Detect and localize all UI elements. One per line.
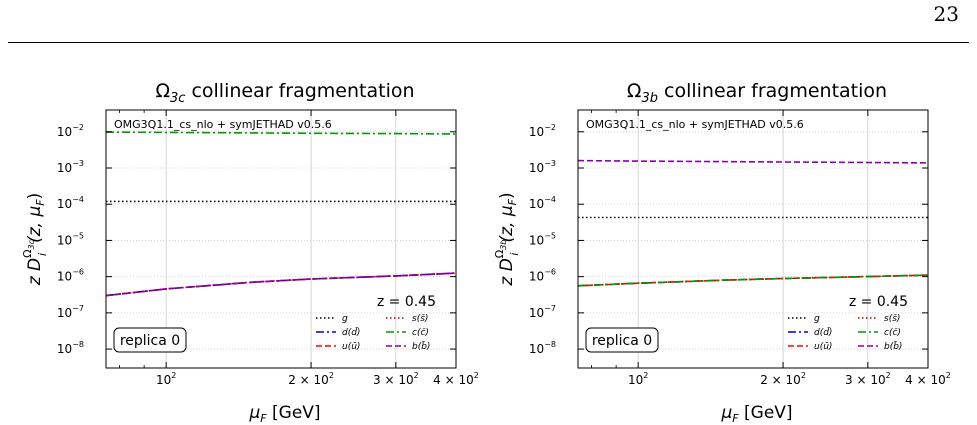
tick-label-y: 10−5 (529, 231, 556, 247)
tick-label-y: 10−4 (529, 195, 556, 211)
axis-label-y: z DΩ3ci(z, μF) (21, 193, 49, 287)
chart-title: Ω3c collinear fragmentation (155, 80, 414, 106)
tick-label-y: 10−7 (57, 304, 84, 320)
annotation-header: OMG3Q1.1_cs_nlo + symJETHAD v0.5.6 (114, 118, 332, 131)
header-rule (8, 42, 969, 43)
replica-box (585, 327, 659, 353)
legend-entry: s(s̄) (884, 314, 900, 324)
tick-label-y: 10−6 (529, 268, 556, 284)
legend-entry: b(b̄) (412, 340, 430, 352)
annotation-header: OMG3Q1.1_cs_nlo + symJETHAD v0.5.6 (586, 118, 804, 131)
legend-entry: c(c̄) (884, 328, 901, 338)
annotation-replica: replica 0 (592, 333, 652, 349)
chart-title: Ω3b collinear fragmentation (627, 80, 887, 106)
tick-label-y: 10−3 (57, 159, 84, 175)
legend-entry: c(c̄) (412, 328, 429, 338)
legend-entry: g (814, 314, 820, 324)
legend-entry: u(ū) (342, 342, 360, 352)
series-line-b (105, 272, 457, 297)
annotation-z: z = 0.45 (849, 294, 908, 310)
tick-label-y: 10−2 (57, 123, 84, 139)
legend-entry: d(d̄) (342, 326, 360, 338)
series-line-c (577, 274, 929, 287)
legend-entry: u(ū) (814, 342, 832, 352)
axis-label-y: z DΩ3bi(z, μF) (493, 192, 521, 286)
tick-label-y: 10−2 (529, 123, 556, 139)
axis-label-x: μF [GeV] (720, 403, 792, 425)
tick-label-y: 10−5 (57, 231, 84, 247)
legend-entry: d(d̄) (814, 326, 832, 338)
tick-label-x: 3 × 102 (373, 371, 419, 387)
tick-label-x: 3 × 102 (845, 371, 891, 387)
plot-frame (105, 109, 457, 369)
series-line-b (577, 159, 929, 164)
tick-label-x: 102 (628, 371, 648, 387)
tick-label-x: 2 × 102 (760, 371, 806, 387)
page-number: 23 (933, 2, 959, 26)
tick-label-x: 2 × 102 (288, 371, 334, 387)
tick-label-y: 10−7 (529, 304, 556, 320)
tick-label-y: 10−8 (57, 340, 84, 356)
chart-panel-1: Ω3c collinear fragmentation 102 2 × 102 3 ×… (21, 80, 479, 425)
tick-label-x: 4 × 102 (433, 371, 479, 387)
tick-label-y: 10−8 (529, 340, 556, 356)
chart-panel-2: Ω3b collinear fragmentation 102 2 × 102 3 ×… (493, 80, 951, 425)
tick-label-x: 102 (156, 371, 176, 387)
plot-frame (577, 109, 929, 369)
legend-entry: b(b̄) (884, 340, 902, 352)
legend-entry: s(s̄) (412, 314, 428, 324)
series-line-c (105, 131, 457, 135)
tick-label-y: 10−4 (57, 195, 84, 211)
legend-entry: g (342, 314, 348, 324)
annotation-z: z = 0.45 (377, 294, 436, 310)
tick-label-x: 4 × 102 (905, 371, 951, 387)
tick-label-y: 10−3 (529, 159, 556, 175)
annotation-replica: replica 0 (120, 333, 180, 349)
replica-box (113, 327, 187, 353)
axis-label-x: μF [GeV] (248, 403, 320, 425)
tick-label-y: 10−6 (57, 268, 84, 284)
